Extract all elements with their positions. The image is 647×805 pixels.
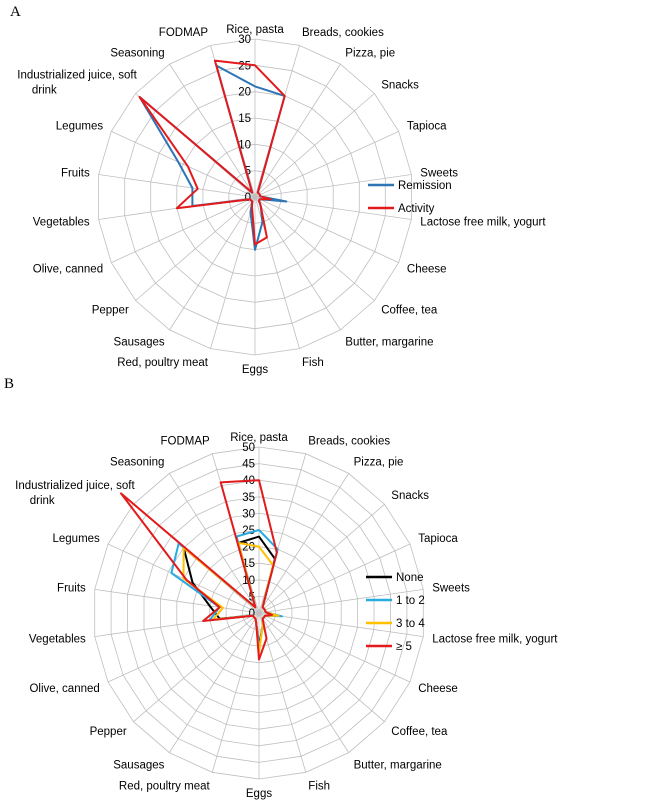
grid-spoke bbox=[258, 589, 424, 614]
legend-label-activity: Activity bbox=[398, 203, 435, 215]
category-label: Sweets bbox=[432, 582, 470, 594]
grid-spoke bbox=[254, 196, 341, 331]
grid-spoke bbox=[169, 196, 256, 331]
category-label: Pizza, pie bbox=[354, 457, 404, 469]
category-label: Breads, cookies bbox=[302, 27, 384, 39]
category-label: Legumes bbox=[56, 121, 104, 133]
grid-spoke bbox=[254, 131, 399, 198]
category-label: Olive, canned bbox=[33, 264, 103, 276]
grid-spoke bbox=[258, 453, 307, 614]
category-label: Fruits bbox=[57, 582, 86, 594]
series-line-ge-5 bbox=[120, 479, 278, 661]
category-label: Seasoning bbox=[110, 47, 164, 59]
category-label: Pepper bbox=[90, 726, 127, 738]
tick-label: 25 bbox=[238, 60, 251, 72]
grid-spoke bbox=[258, 612, 350, 753]
category-label: Cheese bbox=[418, 683, 458, 695]
category-label: Vegetables bbox=[33, 217, 90, 229]
category-label: Snacks bbox=[381, 79, 419, 91]
grid-spoke bbox=[258, 612, 424, 637]
category-label: Cheese bbox=[407, 264, 447, 276]
grid-spoke bbox=[258, 612, 385, 723]
category-label: Butter, margarine bbox=[354, 759, 442, 771]
category-label: Tapioca bbox=[418, 533, 458, 545]
category-label: Coffee, tea bbox=[381, 305, 438, 317]
category-label: Pepper bbox=[92, 305, 129, 317]
grid-spoke bbox=[168, 612, 260, 753]
grid-spoke bbox=[258, 503, 385, 614]
category-label: Coffee, tea bbox=[391, 726, 448, 738]
grid-spoke bbox=[254, 196, 375, 301]
category-label: Tapioca bbox=[407, 121, 447, 133]
category-label: Eggs bbox=[246, 788, 272, 800]
legend-label-1-to-2: 1 to 2 bbox=[396, 595, 425, 607]
legend-label-ge-5: ≥ 5 bbox=[396, 641, 412, 653]
tick-label: 0 bbox=[245, 192, 251, 204]
grid-spoke bbox=[135, 196, 256, 301]
grid-spoke bbox=[98, 174, 256, 198]
category-label: Fruits bbox=[61, 168, 90, 180]
category-label: Industrialized juice, soft drink bbox=[17, 69, 137, 96]
category-label: Lactose free milk, yogurt bbox=[420, 217, 546, 229]
grid-spoke bbox=[133, 612, 260, 723]
category-label: Eggs bbox=[242, 364, 268, 376]
grid-spoke bbox=[94, 589, 260, 614]
grid-spoke bbox=[254, 93, 375, 198]
legend-label-remission: Remission bbox=[398, 180, 452, 192]
category-label: Seasoning bbox=[110, 457, 164, 469]
category-label: Rice, pasta bbox=[230, 432, 288, 444]
grid-spoke bbox=[111, 131, 256, 198]
grid-spoke bbox=[168, 473, 260, 614]
category-label: Snacks bbox=[391, 490, 429, 502]
category-label: Pizza, pie bbox=[345, 47, 395, 59]
grid-spoke bbox=[211, 612, 260, 773]
category-label: Fish bbox=[302, 357, 324, 369]
category-label: Lactose free milk, yogurt bbox=[432, 634, 558, 646]
legend-label-none: None bbox=[396, 572, 424, 584]
tick-label: 5 bbox=[245, 166, 251, 178]
grid-spoke bbox=[169, 63, 256, 198]
legend-label-3-to-4: 3 to 4 bbox=[396, 618, 425, 630]
tick-label: 15 bbox=[238, 113, 251, 125]
grid-spoke bbox=[111, 196, 256, 263]
category-label: Fish bbox=[308, 781, 330, 793]
grid-spoke bbox=[254, 196, 399, 263]
tick-label: 50 bbox=[242, 442, 255, 454]
category-label: Red, poultry meat bbox=[117, 357, 209, 369]
grid-spoke bbox=[210, 196, 256, 349]
tick-label: 0 bbox=[249, 608, 255, 620]
tick-label: 10 bbox=[238, 139, 251, 151]
grid-spoke bbox=[258, 612, 411, 683]
grid-spoke bbox=[254, 63, 341, 198]
category-label: Rice, pasta bbox=[226, 24, 284, 36]
tick-label: 30 bbox=[242, 508, 255, 520]
category-label: FODMAP bbox=[159, 27, 209, 39]
tick-label: 35 bbox=[242, 492, 255, 504]
category-label: Butter, margarine bbox=[345, 337, 433, 349]
category-label: Sausages bbox=[113, 759, 164, 771]
tick-label: 30 bbox=[238, 34, 251, 46]
panel-letter-a: A bbox=[10, 4, 21, 20]
category-label: Sausages bbox=[114, 337, 165, 349]
category-label: Olive, canned bbox=[29, 683, 99, 695]
category-label: Breads, cookies bbox=[308, 435, 390, 447]
tick-label: 45 bbox=[242, 459, 255, 471]
category-label: Legumes bbox=[52, 533, 100, 545]
tick-label: 20 bbox=[238, 87, 251, 99]
panel-letter-b: B bbox=[4, 376, 14, 392]
category-label: Red, poultry meat bbox=[119, 781, 211, 793]
grid-spoke bbox=[254, 174, 412, 198]
category-label: Industrialized juice, soft drink bbox=[15, 480, 135, 507]
category-label: Sweets bbox=[420, 168, 458, 180]
category-label: FODMAP bbox=[160, 435, 210, 447]
series-line-activity bbox=[138, 59, 286, 246]
grid-spoke bbox=[258, 543, 411, 614]
grid-spoke bbox=[107, 612, 260, 683]
category-label: Vegetables bbox=[29, 634, 86, 646]
grid-spoke bbox=[258, 473, 350, 614]
